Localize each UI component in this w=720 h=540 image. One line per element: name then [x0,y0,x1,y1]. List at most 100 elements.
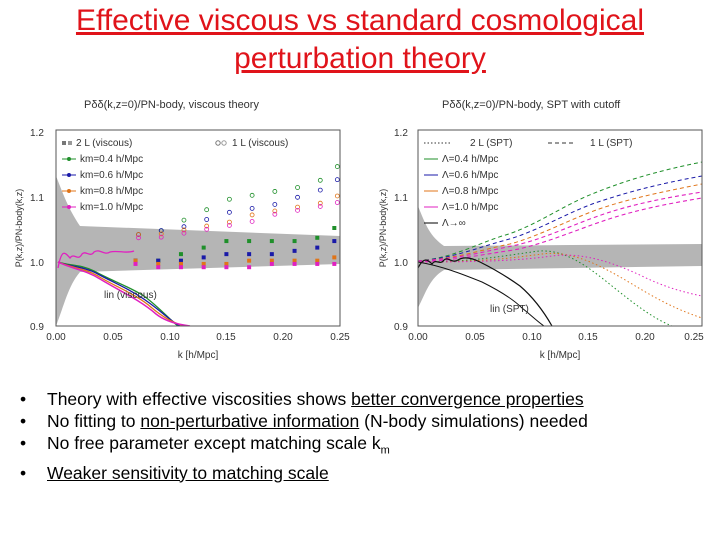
data-point-2l [332,261,337,266]
data-point-2l [156,261,161,266]
legend-label: km=0.4 h/Mpc [80,154,143,165]
legend-label: km=1.0 h/Mpc [80,202,143,213]
lin-annotation: lin (viscous) [104,290,157,301]
xtick-label: 0.20 [273,332,293,343]
legend-marker [67,173,71,177]
data-point-1l [204,217,210,222]
slide-title: Effective viscous vs standard cosmologic… [0,2,720,78]
x-axis-label: k [h/Mpc] [178,350,219,361]
data-point-1l [158,228,164,234]
data-point-1l [317,204,323,209]
data-point-2l [292,261,297,266]
data-point-2l [269,258,274,263]
data-point-2l [224,239,229,244]
viscous-fit-curve [57,250,135,269]
data-point-1l [226,209,232,215]
xtick-label: 0.05 [103,332,123,343]
y-axis-label: P(k,z)/PN-body(k,z) [14,189,24,268]
data-point-1l [249,192,255,198]
plot-frame [417,129,703,327]
lin-viscous-curve-2 [57,261,181,326]
bullet-underlined-text: Weaker sensitivity to matching scale [47,462,329,483]
data-point-2l [269,261,274,266]
bullet-text: No free parameter except matching scale … [47,433,381,453]
ytick-label: 1.2 [30,128,44,139]
legend-marker [221,140,227,146]
data-point-2l [247,265,252,270]
spt-chart: Pδδ(k,z=0)/PN-body, SPT with cutoff 1.2 … [372,86,712,370]
data-point-1l [295,204,300,210]
legend-marker [67,157,71,161]
spt-dashed-curve [418,175,702,262]
lin-viscous-curve-3 [57,261,186,326]
data-point-2l [332,226,337,230]
bullet-item: No free parameter except matching scale … [20,432,588,462]
data-point-2l [315,235,320,240]
data-point-1l [181,224,187,230]
data-point-1l [317,187,323,193]
xtick-label: 0.20 [635,332,655,343]
data-point-1l [249,212,255,218]
data-point-1l [249,219,255,224]
title-line-2: perturbation theory [234,42,486,75]
legend-marker [67,205,71,209]
data-point-2l [315,258,320,263]
data-point-1l [272,211,278,217]
data-point-2l [178,258,183,263]
chart-title: Pδδ(k,z=0)/PN-body, viscous theory [84,99,259,111]
data-point-1l [249,206,255,211]
data-point-2l [247,239,252,244]
data-point-1l [272,202,278,207]
data-point-2l [178,261,183,266]
data-point-1l [136,235,141,241]
legend: 2 L (viscous) 1 L (viscous) km=0.4 h/Mpc… [62,138,288,213]
data-point-1l [334,193,340,199]
data-point-2l [269,252,274,257]
x-ticks: 0.00 0.05 0.10 0.15 0.20 0.25 [408,332,704,343]
lambda-infinity-curve [418,257,553,326]
spt-dashed-curve [418,191,702,262]
gray-band [56,176,340,326]
data-point-2l [224,252,229,257]
data-point-1l [181,227,187,233]
data-point-2l [247,252,252,257]
xtick-label: 0.25 [330,332,350,343]
spt-dotted-curve [418,254,702,297]
data-point-1l [204,226,210,232]
data-point-2l [201,265,206,270]
data-point-2l [332,255,337,260]
spt-dashed-curve [418,183,702,262]
data-point-2l [201,261,206,266]
legend-label: Λ=1.0 h/Mpc [442,202,498,213]
legend-label: 1 L (SPT) [590,138,632,149]
data-point-1l [272,208,278,214]
xtick-label: 0.15 [578,332,598,343]
x-ticks: 0.00 0.05 0.10 0.15 0.20 0.25 [46,332,350,343]
data-point-2l [178,252,183,257]
legend-marker [67,189,71,193]
bullet-text: (N-body simulations) needed [359,411,588,431]
legend-label: Λ=0.8 h/Mpc [442,186,498,197]
bullet-list: Theory with effective viscosities shows … [20,388,588,484]
legend: 2 L (SPT) 1 L (SPT) Λ=0.4 h/Mpc Λ=0.6 h/… [424,138,632,229]
data-point-2l [133,258,138,263]
data-point-2l [178,265,183,270]
spt-dotted-curve [418,250,673,326]
data-point-2l [247,258,252,263]
data-point-1l [181,217,187,223]
legend-marker [215,140,221,146]
ytick-label: 0.9 [30,322,44,333]
chart-title: Pδδ(k,z=0)/PN-body, SPT with cutoff [442,99,621,111]
data-point-1l [226,222,232,228]
legend-label: Λ=0.4 h/Mpc [442,154,498,165]
legend-label: 2 L (viscous) [76,138,132,149]
bullet-item: No fitting to non-perturbative informati… [20,410,588,432]
xtick-label: 0.25 [684,332,704,343]
data-point-1l [295,207,300,213]
bullet-text: No fitting to [47,411,141,431]
data-point-2l [315,245,320,250]
data-point-1l [226,219,232,225]
data-point-1l [334,177,340,183]
bullet-underlined-text: non-perturbative information [140,411,360,431]
data-point-2l [292,258,297,263]
